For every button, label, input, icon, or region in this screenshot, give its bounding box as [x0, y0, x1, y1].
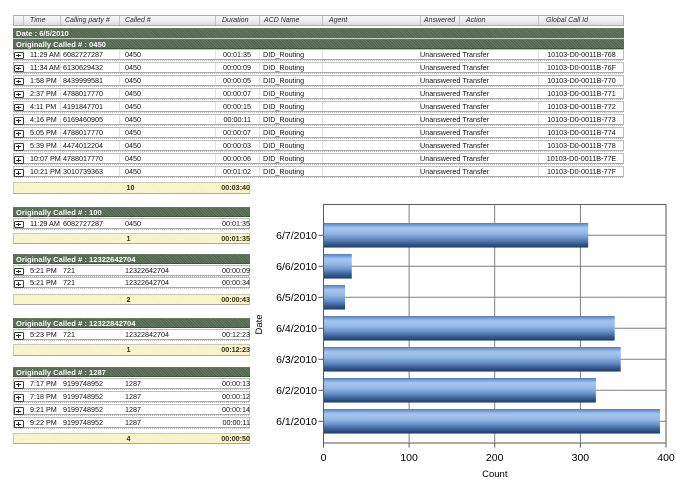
svg-text:6/3/2010: 6/3/2010 [276, 354, 317, 366]
svg-text:6/2/2010: 6/2/2010 [276, 385, 317, 397]
svg-text:300: 300 [572, 452, 590, 464]
svg-text:6/6/2010: 6/6/2010 [276, 261, 317, 273]
svg-text:100: 100 [400, 452, 418, 464]
svg-text:6/4/2010: 6/4/2010 [276, 323, 317, 335]
svg-text:0: 0 [321, 452, 327, 464]
svg-text:6/7/2010: 6/7/2010 [276, 230, 317, 242]
svg-text:Date: Date [254, 314, 265, 334]
svg-text:400: 400 [657, 452, 675, 464]
svg-text:200: 200 [486, 452, 504, 464]
svg-text:6/5/2010: 6/5/2010 [276, 292, 317, 304]
svg-text:Count: Count [482, 469, 508, 480]
svg-text:6/1/2010: 6/1/2010 [276, 416, 317, 428]
